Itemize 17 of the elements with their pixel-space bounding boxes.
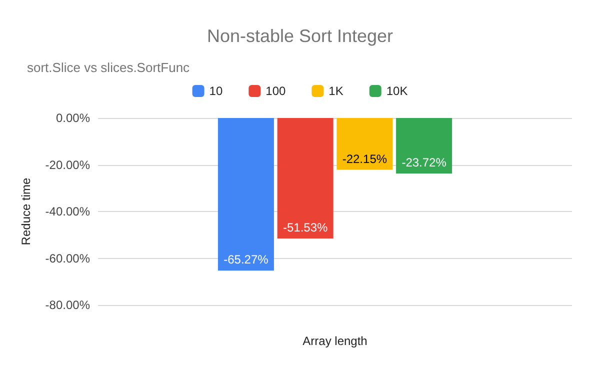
data-label: -65.27% (224, 252, 269, 267)
chart-title: Non-stable Sort Integer (206, 26, 394, 46)
y-tick-label: -40.00% (45, 204, 90, 218)
legend-label: 100 (266, 84, 286, 98)
chart-subtitle: sort.Slice vs slices.SortFunc (27, 60, 190, 75)
data-label: -23.72% (402, 155, 447, 170)
data-label: -22.15% (342, 152, 388, 166)
legend-label: 1K (328, 84, 344, 98)
legend-label: 10 (209, 84, 223, 98)
y-axis-title: Reduce time (19, 177, 33, 246)
y-tick-label: -60.00% (45, 251, 90, 266)
legend-label: 10K (386, 84, 408, 98)
y-tick-label: -20.00% (45, 158, 90, 172)
y-tick-label: -80.00% (45, 298, 90, 312)
x-axis-title: Array length (302, 334, 368, 348)
data-label: -51.53% (282, 220, 328, 234)
y-tick-label: 0.00% (56, 111, 90, 125)
